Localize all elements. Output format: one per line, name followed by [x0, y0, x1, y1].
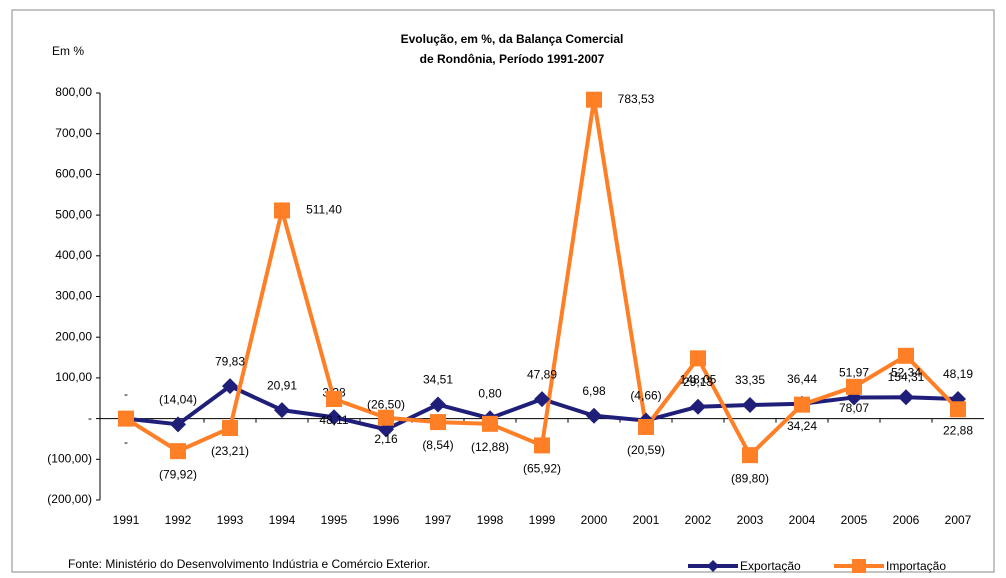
data-label: (4,66) [630, 389, 661, 403]
y-tick-label: 100,00 [55, 370, 92, 384]
data-point [898, 347, 914, 364]
data-point [274, 402, 290, 419]
x-tick-label: 1996 [373, 513, 400, 527]
data-point [170, 416, 186, 433]
y-tick-label: (200,00) [47, 492, 92, 506]
data-label: (20,59) [627, 443, 665, 457]
y-tick-label: - [88, 411, 92, 425]
data-point [326, 409, 342, 426]
data-point [430, 396, 446, 413]
data-point [638, 418, 654, 435]
x-tick-label: 1997 [425, 513, 452, 527]
data-label: 78,07 [839, 401, 869, 415]
data-label: (14,04) [159, 392, 197, 406]
data-label: 511,40 [306, 203, 342, 217]
data-label: 6,98 [582, 384, 606, 398]
data-label: (65,92) [523, 462, 561, 476]
x-tick-label: 1991 [113, 513, 140, 527]
y-tick-label: 600,00 [55, 167, 92, 181]
data-label: - [124, 435, 128, 449]
x-tick-label: 1993 [217, 513, 244, 527]
legend-label: Importação [886, 559, 946, 573]
y-tick-label: 700,00 [55, 126, 92, 140]
data-point [430, 414, 446, 431]
x-tick-label: 1995 [321, 513, 348, 527]
chart-frame [11, 9, 995, 573]
data-point [794, 396, 810, 413]
data-label: 33,35 [735, 373, 765, 387]
x-tick-label: 1998 [477, 513, 504, 527]
data-point [690, 398, 706, 415]
x-tick-label: 2006 [893, 513, 920, 527]
y-tick-label: 300,00 [55, 289, 92, 303]
data-label: 48,11 [319, 413, 348, 427]
data-label: (23,21) [211, 444, 249, 458]
data-point [586, 407, 602, 424]
x-tick-label: 1994 [269, 513, 296, 527]
data-point [742, 447, 758, 464]
data-point [742, 397, 758, 414]
data-label: 0,80 [478, 386, 502, 400]
chart-title: Evolução, em %, da Balança Comercial [401, 32, 624, 46]
chart-title: de Rondônia, Período 1991-2007 [420, 52, 605, 66]
data-label: 20,91 [267, 378, 297, 392]
data-point [222, 378, 238, 395]
data-point [534, 437, 550, 454]
data-label: 34,24 [787, 419, 817, 433]
x-tick-label: 2001 [633, 513, 660, 527]
y-axis-label: Em % [52, 44, 84, 58]
legend-label: Exportação [740, 559, 801, 573]
data-point [170, 443, 186, 460]
x-tick-label: 1999 [529, 513, 556, 527]
x-tick-label: 2002 [685, 513, 712, 527]
data-point [378, 409, 394, 426]
x-tick-label: 1992 [165, 513, 192, 527]
data-point [690, 350, 706, 367]
data-point [534, 391, 550, 408]
y-tick-label: 200,00 [55, 329, 92, 343]
data-label: 22,88 [943, 423, 973, 437]
data-point [222, 420, 238, 437]
y-tick-label: 500,00 [55, 207, 92, 221]
data-point [326, 391, 342, 408]
data-label: 48,19 [943, 367, 973, 381]
x-tick-label: 2005 [841, 513, 868, 527]
data-label: 783,53 [618, 92, 655, 106]
data-point [846, 378, 862, 395]
x-tick-label: 2007 [945, 513, 972, 527]
data-label: 2,16 [374, 432, 398, 446]
x-tick-label: 2000 [581, 513, 608, 527]
data-label: 34,51 [423, 373, 453, 387]
data-label: 29,13 [683, 375, 713, 389]
data-label: 51,97 [839, 366, 869, 380]
legend-marker [852, 559, 866, 573]
data-label: 36,44 [787, 372, 817, 386]
data-label: 47,89 [527, 367, 557, 381]
data-label: 79,83 [215, 354, 245, 368]
y-tick-label: 400,00 [55, 248, 92, 262]
data-point [898, 389, 914, 406]
data-label: 154,31 [888, 370, 925, 384]
data-label: (79,92) [159, 467, 197, 481]
y-tick-label: (100,00) [47, 451, 92, 465]
data-point [482, 415, 498, 432]
data-point [274, 202, 290, 219]
x-tick-label: 2003 [737, 513, 764, 527]
y-tick-label: 800,00 [55, 85, 92, 99]
data-label: 148,05 [680, 373, 717, 387]
data-label: 52,34 [891, 365, 921, 379]
source-note: Fonte: Ministério do Desenvolvimento Ind… [68, 557, 430, 571]
data-label: (12,88) [471, 440, 509, 454]
data-label: (8,54) [422, 438, 453, 452]
data-point [950, 401, 966, 418]
legend-marker [707, 560, 719, 572]
data-point [118, 410, 134, 427]
data-label: (89,80) [731, 471, 769, 485]
x-tick-label: 2004 [789, 513, 816, 527]
data-label: - [124, 387, 128, 401]
data-label: (26,50) [367, 398, 405, 412]
data-point [586, 91, 602, 108]
